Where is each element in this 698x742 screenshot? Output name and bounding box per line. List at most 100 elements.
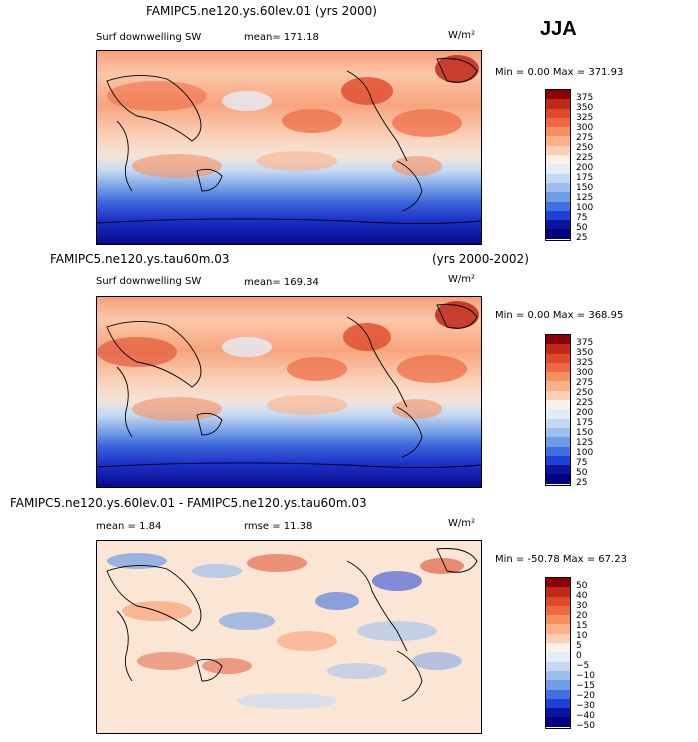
- colorbar-swatch: [546, 670, 570, 681]
- colorbar-swatch: [546, 136, 570, 146]
- colorbar-tick: 325: [576, 113, 594, 123]
- colorbar-swatch: [546, 717, 570, 727]
- colorbar-tick: 75: [576, 213, 588, 223]
- colorbar-swatch: [546, 381, 570, 391]
- panel2-map: [96, 296, 482, 488]
- colorbar-tick: 300: [576, 368, 594, 378]
- panel3-title: FAMIPC5.ne120.ys.60lev.01 - FAMIPC5.ne12…: [10, 496, 367, 510]
- panel2-variable: Surf downwelling SW: [96, 276, 202, 287]
- colorbar-tick: 225: [576, 153, 594, 163]
- colorbar-swatch: [546, 220, 570, 230]
- colorbar-swatch: [546, 615, 570, 625]
- colorbar-tick: −5: [576, 661, 590, 671]
- colorbar-tick: −10: [576, 671, 595, 681]
- colorbar-tick: 325: [576, 358, 594, 368]
- colorbar-swatch: [546, 587, 570, 597]
- colorbar-swatch: [546, 390, 570, 401]
- colorbar-swatch: [546, 689, 570, 699]
- panel3-rmse: rmse = 11.38: [244, 521, 313, 532]
- panel3-mean: mean = 1.84: [96, 521, 162, 532]
- panel2-years: (yrs 2000-2002): [432, 252, 529, 266]
- colorbar-tick: 50: [576, 468, 588, 478]
- colorbar-tick: 30: [576, 601, 588, 611]
- colorbar-tick: 25: [576, 233, 588, 243]
- colorbar-tick: 150: [576, 183, 594, 193]
- colorbar-tick: −30: [576, 701, 595, 711]
- panel2-minmax: Min = 0.00 Max = 368.95: [495, 310, 624, 321]
- colorbar-swatch: [546, 108, 570, 118]
- colorbar-swatch: [546, 182, 570, 193]
- panel3-units: W/m²: [448, 518, 476, 529]
- colorbar-tick: 350: [576, 103, 594, 113]
- colorbar-swatch: [546, 418, 570, 428]
- colorbar-swatch: [546, 127, 570, 137]
- colorbar-swatch: [546, 400, 570, 410]
- colorbar-tick: 5: [576, 641, 582, 651]
- panel1-map: [96, 50, 482, 245]
- colorbar-swatch: [546, 409, 570, 419]
- colorbar-tick: 375: [576, 338, 594, 348]
- panel3-minmax: Min = -50.78 Max = 67.23: [495, 554, 627, 565]
- colorbar-swatch: [546, 633, 570, 644]
- colorbar-swatch: [546, 192, 570, 202]
- colorbar-swatch: [546, 455, 570, 466]
- colorbar-swatch: [546, 446, 570, 456]
- colorbar-swatch: [546, 210, 570, 221]
- colorbar-swatch: [546, 229, 570, 239]
- colorbar-swatch: [546, 344, 570, 354]
- panel2-units: W/m²: [448, 274, 476, 285]
- colorbar-tick: 200: [576, 408, 594, 418]
- colorbar-swatch: [546, 173, 570, 183]
- colorbar-tick: 250: [576, 143, 594, 153]
- colorbar-tick: 25: [576, 478, 588, 488]
- panel1-minmax: Min = 0.00 Max = 371.93: [495, 67, 624, 78]
- colorbar-swatch: [546, 335, 570, 345]
- colorbar-swatch: [546, 155, 570, 165]
- colorbar-tick: 100: [576, 448, 594, 458]
- panel1-colorbar: [545, 89, 571, 241]
- panel3-colorbar-ticks: 50 40 30 20 15 10 5 0 −5 −10 −15 −20 −30…: [576, 581, 595, 731]
- colorbar-tick: −50: [576, 721, 595, 731]
- colorbar-tick: 75: [576, 458, 588, 468]
- colorbar-tick: 50: [576, 581, 588, 591]
- colorbar-swatch: [546, 99, 570, 109]
- panel1-colorbar-ticks: 375 350 325 300 275 250 225 200 175 150 …: [576, 93, 593, 243]
- panel1-title: FAMIPC5.ne120.ys.60lev.01 (yrs 2000): [146, 4, 377, 18]
- colorbar-tick: 175: [576, 418, 594, 428]
- colorbar-tick: 375: [576, 93, 594, 103]
- panel2-mean: mean= 169.34: [244, 277, 319, 288]
- colorbar-swatch: [546, 624, 570, 634]
- colorbar-swatch: [546, 164, 570, 174]
- colorbar-swatch: [546, 372, 570, 382]
- colorbar-tick: 350: [576, 348, 594, 358]
- colorbar-tick: −40: [576, 711, 595, 721]
- colorbar-swatch: [546, 437, 570, 447]
- colorbar-swatch: [546, 643, 570, 653]
- colorbar-tick: 100: [576, 203, 594, 213]
- colorbar-tick: 300: [576, 123, 594, 133]
- panel2-title: FAMIPC5.ne120.ys.tau60m.03: [50, 252, 230, 266]
- colorbar-swatch: [546, 353, 570, 363]
- colorbar-tick: −20: [576, 691, 595, 701]
- panel3-colorbar: [545, 577, 571, 729]
- panel1-units: W/m²: [448, 30, 476, 41]
- colorbar-tick: 225: [576, 398, 594, 408]
- panel1-variable: Surf downwelling SW: [96, 32, 202, 43]
- colorbar-swatch: [546, 201, 570, 211]
- colorbar-swatch: [546, 708, 570, 718]
- panel3-map: [96, 540, 482, 734]
- colorbar-tick: 175: [576, 173, 594, 183]
- colorbar-tick: 275: [576, 133, 594, 143]
- colorbar-swatch: [546, 596, 570, 606]
- panel1-mean: mean= 171.18: [244, 32, 319, 43]
- colorbar-tick: 15: [576, 621, 588, 631]
- colorbar-swatch: [546, 117, 570, 128]
- colorbar-tick: 150: [576, 428, 594, 438]
- colorbar-swatch: [546, 145, 570, 156]
- colorbar-tick: −15: [576, 681, 595, 691]
- colorbar-swatch: [546, 90, 570, 100]
- colorbar-tick: 200: [576, 163, 594, 173]
- colorbar-tick: 20: [576, 611, 588, 621]
- panel2-map-field: [97, 297, 481, 487]
- colorbar-swatch: [546, 427, 570, 438]
